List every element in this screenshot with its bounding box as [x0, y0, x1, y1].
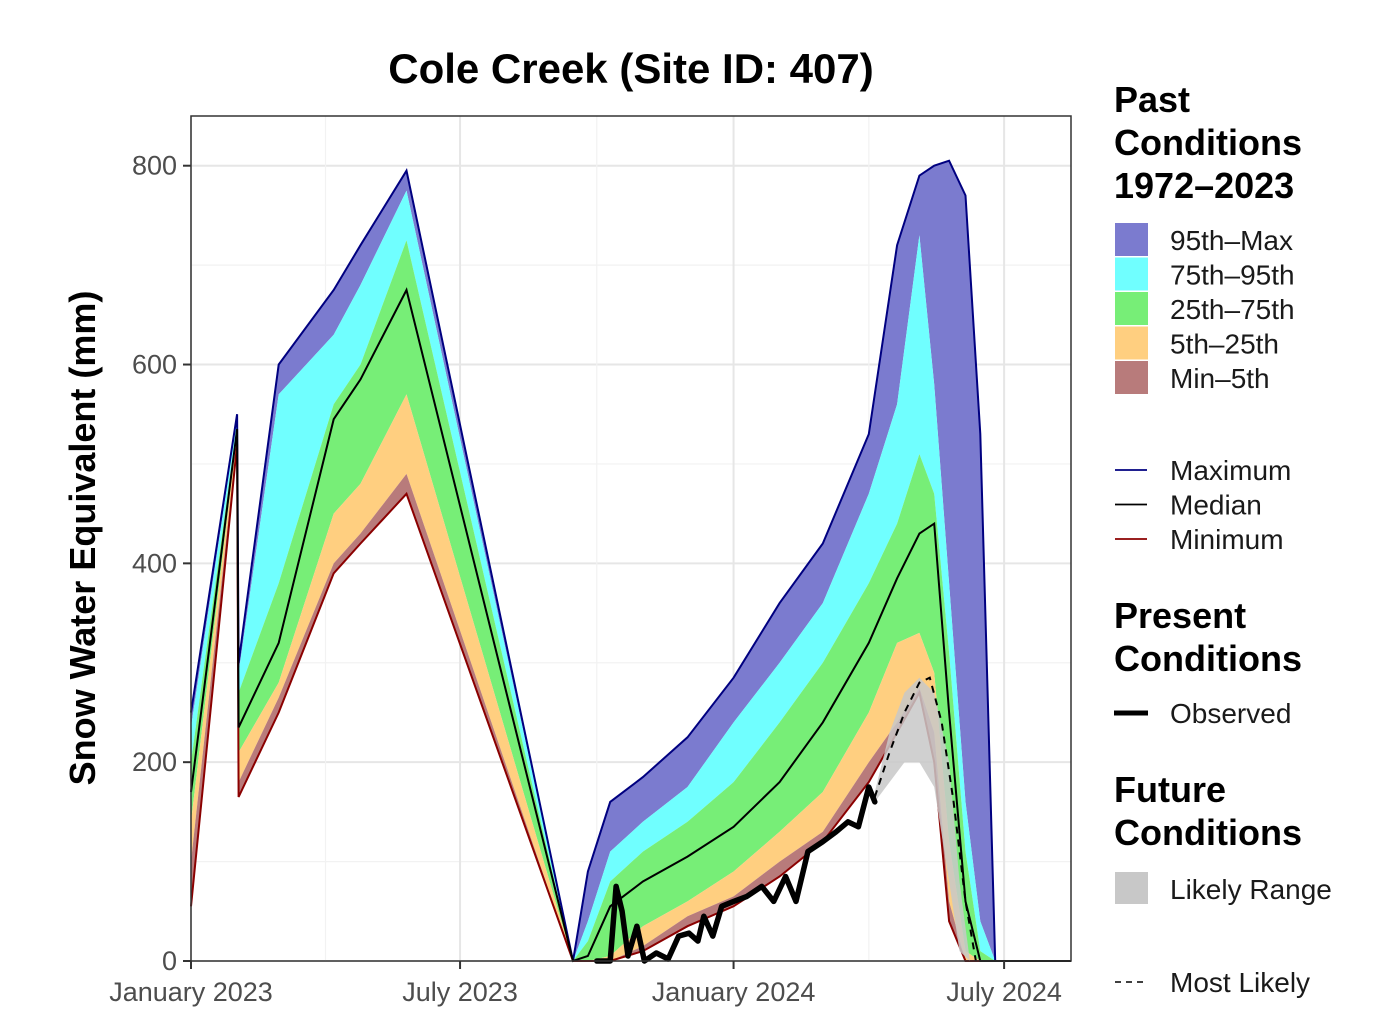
observed-line: [594, 784, 878, 964]
legend-band-label: 25th–75th: [1170, 294, 1295, 325]
plot-panel-border: [190, 115, 1072, 962]
chart-title: Cole Creek (Site ID: 407): [388, 45, 874, 92]
legend-future-title: Future Conditions: [1114, 769, 1302, 853]
x-tick-label: July 2024: [946, 977, 1062, 1007]
band-5th-25th: [191, 394, 1071, 961]
legend-band-label: 95th–Max: [1170, 225, 1293, 256]
legend-line-label: Minimum: [1170, 524, 1284, 555]
observed-series: [594, 784, 878, 964]
legend-band-swatch: [1115, 257, 1148, 291]
legend-band-swatch: [1115, 292, 1148, 325]
y-tick-label: 600: [132, 350, 177, 380]
y-axis: 0 200 400 600 800: [132, 151, 191, 976]
percentile-bands: [191, 160, 1071, 962]
legend-most-likely-label: Most Likely: [1170, 967, 1310, 998]
y-tick-label: 0: [162, 946, 177, 976]
legend-line-label: Maximum: [1170, 455, 1291, 486]
legend-band-label: Min–5th: [1170, 363, 1270, 394]
legend-observed-label: Observed: [1170, 698, 1291, 729]
legend-band-swatch: [1115, 223, 1148, 256]
legend-band-label: 5th–25th: [1170, 329, 1279, 360]
x-axis: January 2023 July 2023 January 2024 July 20…: [109, 961, 1062, 1007]
legend-past-title: Past Conditions 1972–2023: [1114, 79, 1312, 206]
x-tick-label: January 2023: [109, 977, 273, 1007]
median-line: [190, 287, 1071, 963]
y-tick-label: 200: [132, 747, 177, 777]
band-95th-max: [191, 160, 1071, 961]
legend-band-label: 75th–95th: [1170, 260, 1295, 291]
maximum-line: [190, 159, 1071, 962]
x-tick-label: July 2023: [402, 977, 518, 1007]
x-tick-label: January 2024: [652, 977, 816, 1007]
legend-band-swatch: [1115, 326, 1148, 360]
future-conditions: [873, 676, 977, 962]
likely-range-band: [874, 677, 970, 961]
legend-line-label: Median: [1170, 490, 1262, 521]
y-axis-label: Snow Water Equivalent (mm): [62, 291, 103, 786]
legend-likely-range-swatch: [1115, 872, 1148, 904]
y-tick-label: 800: [132, 151, 177, 181]
y-tick-label: 400: [132, 548, 177, 578]
most-likely-line: [873, 676, 977, 962]
legend-present-title: Present Conditions: [1114, 595, 1302, 679]
legend-likely-range-label: Likely Range: [1170, 874, 1332, 905]
legend-band-swatch: [1115, 361, 1148, 394]
legend: Past Conditions 1972–2023 95th–Max 75th–9…: [1114, 79, 1332, 998]
band-25th-75th: [191, 240, 1071, 962]
